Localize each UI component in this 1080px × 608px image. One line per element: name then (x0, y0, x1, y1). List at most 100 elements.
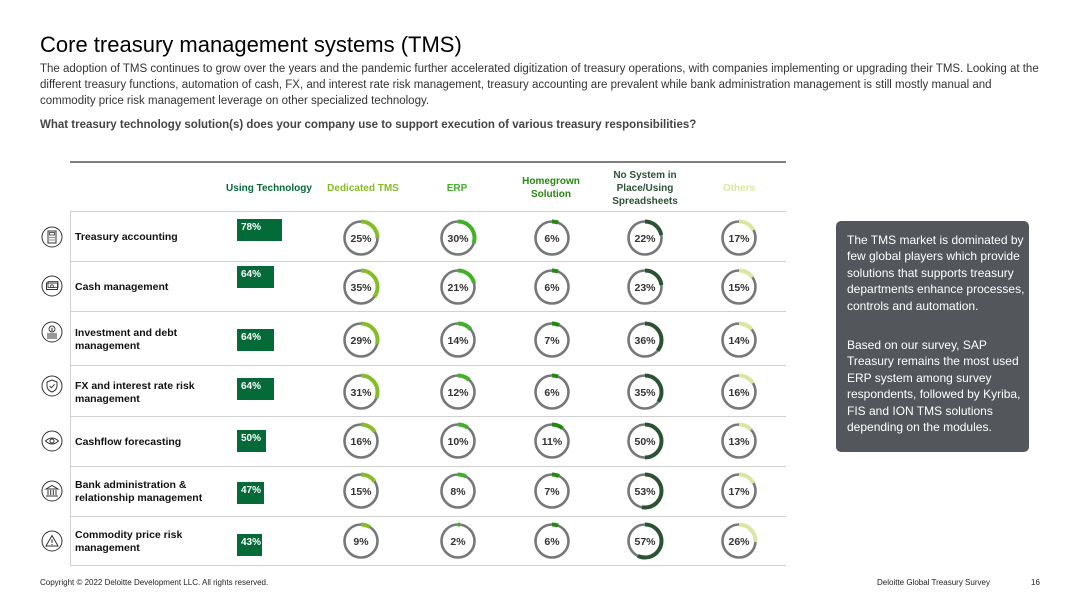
donut-arc (720, 522, 758, 560)
donut-no-system: 35% (626, 373, 664, 411)
row-label-treasury-accounting: Treasury accounting (75, 231, 178, 243)
donut-others: 15% (720, 268, 758, 306)
donut-arc (626, 321, 664, 359)
using-technology-bar: 64% (237, 378, 275, 400)
using-technology-value: 47% (241, 485, 262, 496)
donut-label: 16% (728, 387, 750, 399)
row-label-commodity-price: Commodity price risk management (75, 529, 183, 554)
col-header-dedicated-tms: Dedicated TMS (327, 183, 399, 194)
donut-homegrown: 7% (533, 472, 571, 510)
donut-arc (342, 422, 380, 460)
donut-arc (342, 472, 380, 510)
donut-dedicated-tms: 31% (342, 373, 380, 411)
donut-others: 16% (720, 373, 758, 411)
donut-arc (720, 373, 758, 411)
insight-callout: The TMS market is dominated by few globa… (836, 221, 1029, 452)
warning-icon (41, 530, 63, 557)
coins-icon: $ (41, 321, 63, 348)
row-separator (70, 416, 786, 417)
row-label-bank-administration: Bank administration & relationship manag… (75, 479, 203, 504)
donut-arc (439, 373, 477, 411)
donut-label: 22% (634, 233, 656, 245)
row-label-fx-interest-rate: FX and interest rate risk management (75, 380, 195, 405)
donut-label: 6% (544, 233, 560, 245)
page-title: Core treasury management systems (TMS) (40, 32, 462, 57)
using-technology-bar: 64% (237, 329, 275, 351)
donut-arc (533, 219, 571, 257)
row-separator (70, 311, 786, 312)
donut-label: 15% (350, 486, 372, 498)
donut-label: 11% (542, 436, 563, 448)
using-technology-bar: 50% (237, 430, 266, 452)
donut-arc (439, 472, 477, 510)
donut-arc (439, 268, 477, 306)
donut-label: 57% (634, 536, 656, 548)
donut-label: 9% (353, 536, 369, 548)
donut-arc (626, 522, 664, 560)
insight-paragraph-1: The TMS market is dominated by few globa… (847, 233, 1025, 313)
donut-arc (533, 321, 571, 359)
col-header-erp: ERP (446, 183, 468, 194)
donut-no-system: 23% (626, 268, 664, 306)
donut-label: 23% (634, 282, 656, 294)
donut-label: 25% (350, 233, 372, 245)
eye-icon (41, 430, 63, 457)
donut-homegrown: 6% (533, 219, 571, 257)
donut-arc (342, 522, 380, 560)
donut-dedicated-tms: 15% (342, 472, 380, 510)
donut-label: 17% (728, 486, 750, 498)
donut-others: 17% (720, 472, 758, 510)
shield-check-icon (41, 375, 63, 402)
donut-label: 6% (544, 387, 560, 399)
donut-dedicated-tms: 9% (342, 522, 380, 560)
donut-no-system: 53% (626, 472, 664, 510)
using-technology-value: 64% (241, 381, 262, 392)
donut-others: 14% (720, 321, 758, 359)
donut-erp: 8% (439, 472, 477, 510)
row-separator (70, 365, 786, 366)
donut-arc (533, 422, 571, 460)
row-separator (70, 211, 786, 212)
donut-arc (342, 373, 380, 411)
table-left-rule (70, 211, 71, 565)
row-separator (70, 565, 786, 566)
donut-label: 8% (450, 486, 466, 498)
donut-label: 7% (544, 335, 560, 347)
donut-arc (626, 219, 664, 257)
donut-arc (720, 219, 758, 257)
donut-others: 17% (720, 219, 758, 257)
donut-label: 6% (544, 536, 560, 548)
donut-label: 30% (447, 233, 469, 245)
donut-label: 21% (447, 282, 469, 294)
donut-erp: 30% (439, 219, 477, 257)
using-technology-bar: 43% (237, 534, 262, 556)
donut-arc (439, 219, 477, 257)
donut-label: 14% (728, 335, 750, 347)
col-header-no-system: No System in Place/Using Spreadsheets (612, 170, 678, 207)
using-technology-value: 64% (241, 269, 262, 280)
row-separator (70, 261, 786, 262)
copyright-notice: Copyright © 2022 Deloitte Development LL… (40, 578, 269, 587)
donut-label: 2% (450, 536, 466, 548)
donut-erp: 10% (439, 422, 477, 460)
row-separator (70, 466, 786, 467)
donut-homegrown: 11% (533, 422, 571, 460)
using-technology-bar: 78% (237, 219, 283, 241)
donut-arc (439, 522, 477, 560)
donut-erp: 2% (439, 522, 477, 560)
using-technology-bar: 64% (237, 266, 275, 288)
donut-label: 10% (447, 436, 469, 448)
donut-label: 35% (634, 387, 656, 399)
donut-erp: 12% (439, 373, 477, 411)
cash-icon (41, 275, 63, 302)
using-technology-bar: 47% (237, 482, 265, 504)
donut-label: 15% (728, 282, 750, 294)
using-technology-value: 64% (241, 332, 262, 343)
svg-text:$: $ (51, 327, 54, 332)
donut-arc (439, 422, 477, 460)
donut-arc (626, 472, 664, 510)
donut-label: 14% (447, 335, 469, 347)
donut-no-system: 50% (626, 422, 664, 460)
using-technology-value: 43% (241, 537, 262, 548)
col-header-others: Others (722, 183, 756, 194)
